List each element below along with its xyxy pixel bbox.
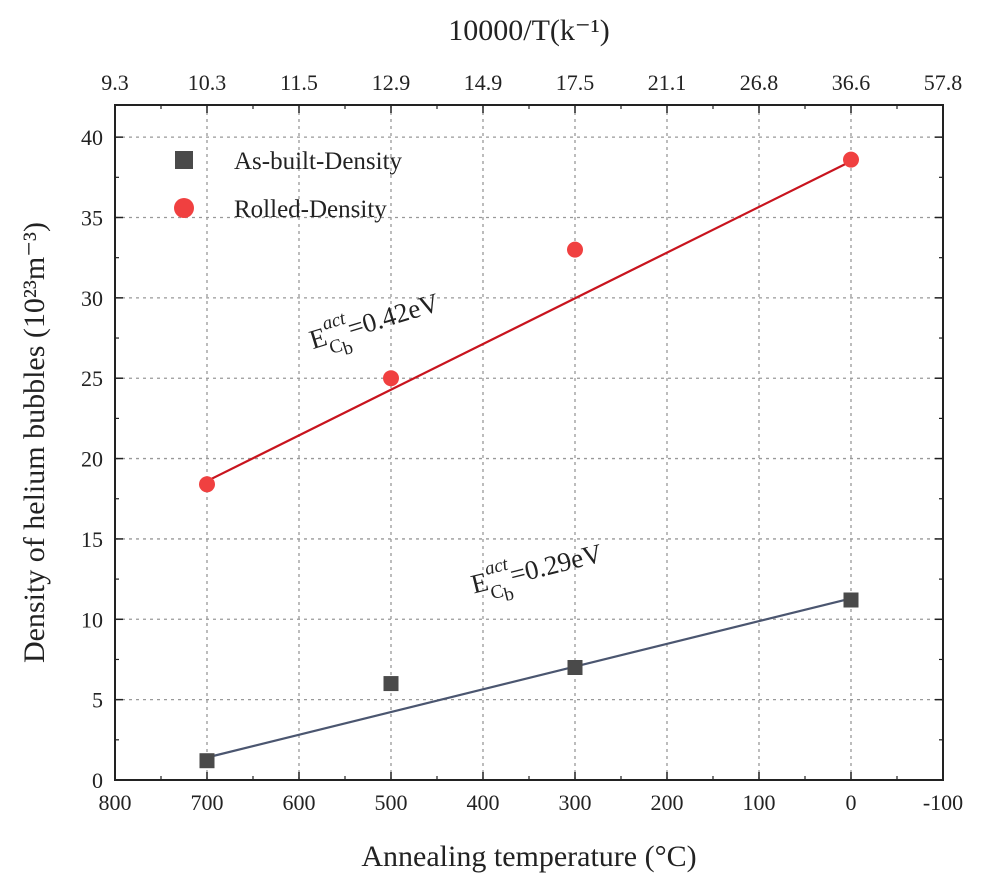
activation-energy-label: ECbact=0.29eV	[466, 531, 609, 613]
data-point-as-built	[383, 676, 399, 692]
data-point-as-built	[199, 753, 215, 769]
x-tick-label: -100	[923, 790, 963, 815]
x-tick-label: 700	[191, 790, 224, 815]
top-tick-label: 36.6	[832, 70, 871, 95]
y-tick-label: 30	[81, 286, 103, 311]
y-tick-label: 5	[92, 688, 103, 713]
grid	[115, 105, 943, 780]
data-point-as-built	[843, 592, 859, 608]
y-tick-label: 15	[81, 527, 103, 552]
ticks: 8009.370010.360011.550012.940014.930017.…	[81, 70, 963, 815]
x-tick-label: 100	[743, 790, 776, 815]
x-tick-label: 500	[375, 790, 408, 815]
x-tick-label: 200	[651, 790, 684, 815]
top-tick-label: 21.1	[648, 70, 687, 95]
x-axis-title: Annealing temperature (°C)	[361, 840, 696, 873]
data-point-rolled	[199, 476, 215, 493]
x-tick-label: 400	[467, 790, 500, 815]
legend-label: As-built-Density	[234, 148, 403, 175]
legend-marker-square	[175, 151, 193, 169]
top-tick-label: 12.9	[372, 70, 411, 95]
x-tick-label: 600	[283, 790, 316, 815]
legend: As-built-Density Rolled-Density	[174, 148, 403, 223]
fit-line-rolled-density	[206, 160, 852, 483]
y-tick-label: 0	[92, 768, 103, 793]
top-axis-title: 10000/T(k⁻¹)	[448, 14, 609, 47]
y-axis-title: Density of helium bubbles (10²³m⁻³)	[18, 222, 51, 663]
data-point-rolled	[843, 151, 859, 168]
annotations: ECbact=0.29eV ECbact=0.42eV	[304, 280, 609, 613]
top-tick-label: 17.5	[556, 70, 595, 95]
y-tick-label: 10	[81, 607, 103, 632]
data-point-as-built	[567, 660, 583, 675]
top-tick-label: 9.3	[101, 70, 129, 95]
top-tick-label: 26.8	[740, 70, 779, 95]
activation-energy-label: ECbact=0.42eV	[304, 280, 447, 368]
data-point-rolled	[383, 370, 399, 387]
fit-line-as-built-density	[206, 597, 852, 759]
top-tick-label: 14.9	[464, 70, 503, 95]
data-point-rolled	[567, 241, 583, 258]
top-tick-label: 11.5	[280, 70, 318, 95]
fit-lines	[206, 160, 852, 759]
x-tick-label: 800	[99, 790, 132, 815]
y-tick-label: 40	[81, 125, 103, 150]
data-points	[199, 151, 859, 769]
y-tick-label: 20	[81, 447, 103, 472]
top-tick-label: 57.8	[924, 70, 963, 95]
legend-marker-circle	[174, 198, 194, 218]
y-tick-label: 25	[81, 366, 103, 391]
legend-label: Rolled-Density	[234, 196, 387, 223]
x-tick-label: 0	[846, 790, 857, 815]
svg-text:ECbact=0.42eV: ECbact=0.42eV	[304, 280, 447, 368]
x-tick-label: 300	[559, 790, 592, 815]
svg-text:ECbact=0.29eV: ECbact=0.29eV	[466, 531, 609, 613]
top-tick-label: 10.3	[188, 70, 227, 95]
y-tick-label: 35	[81, 206, 103, 231]
